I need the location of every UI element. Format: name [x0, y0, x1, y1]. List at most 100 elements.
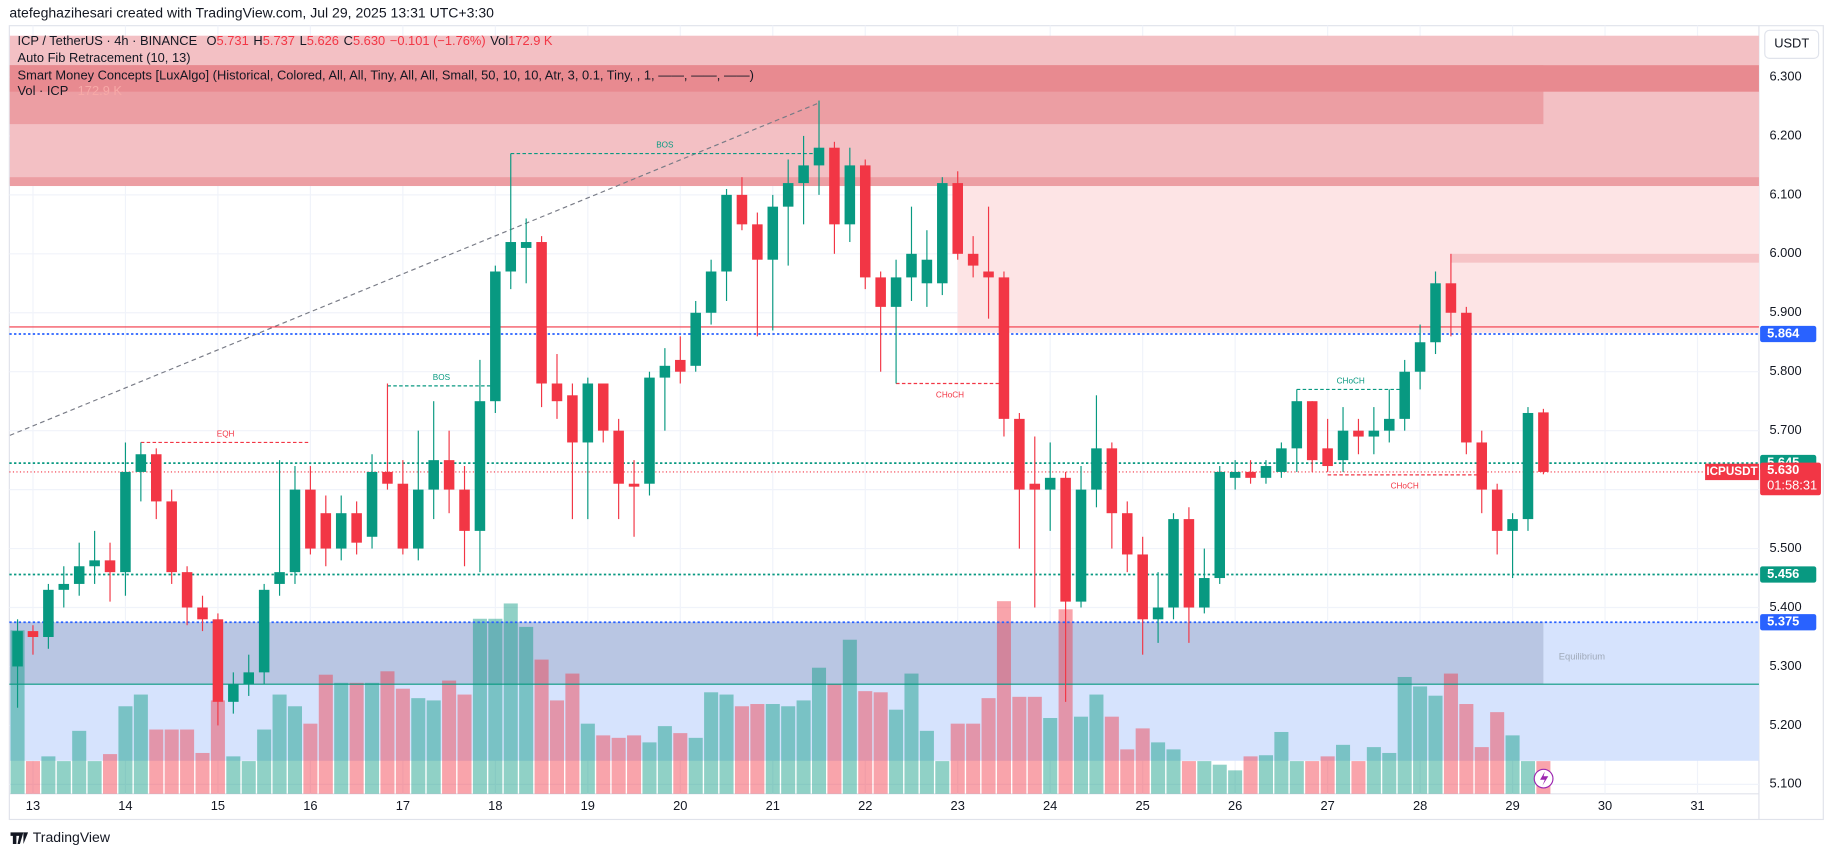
volume-bar: [1520, 761, 1536, 794]
volume-bar: [226, 756, 241, 794]
candle-body: [967, 253, 979, 266]
volume-bar: [688, 737, 703, 794]
candle-body: [1106, 448, 1118, 514]
volume-bar: [1305, 761, 1320, 794]
level-label-bg: [1760, 566, 1817, 583]
x-tick-label: 19: [581, 798, 595, 813]
volume-bar: [1474, 747, 1489, 794]
candle-body: [597, 383, 609, 431]
x-tick-label: 24: [1043, 798, 1057, 813]
symbol-label-bg: [1705, 463, 1759, 481]
candle-body: [1445, 283, 1457, 313]
volume-bar: [611, 737, 626, 794]
x-tick-label: 14: [118, 798, 132, 813]
volume-bar: [395, 688, 410, 794]
volume-bar: [1397, 676, 1412, 794]
zone: [9, 622, 1544, 685]
volume-bar: [25, 761, 40, 794]
candle-body: [459, 489, 470, 531]
candle-body: [58, 583, 70, 590]
candle-body: [906, 253, 917, 278]
volume-bar: [1382, 752, 1397, 794]
candle-body: [228, 684, 239, 702]
candle-body: [1229, 471, 1241, 478]
candle-body: [1306, 401, 1318, 461]
volume-bar: [442, 680, 457, 794]
candle-body: [490, 271, 501, 402]
level-label-bg: [1760, 614, 1817, 631]
vol-value: 172.9 K: [508, 33, 553, 48]
volume-bar: [627, 735, 642, 794]
fib-line: [9, 102, 820, 436]
volume-bar: [966, 723, 981, 794]
volume-bar: [195, 752, 210, 794]
x-tick-label: 22: [858, 798, 872, 813]
candle-body: [1276, 448, 1287, 472]
volume-bar: [1320, 756, 1335, 794]
candle-body: [151, 454, 162, 502]
candle-body: [1322, 448, 1333, 467]
volume-bar: [1212, 764, 1227, 794]
candle-body: [382, 471, 393, 484]
h-label: H: [253, 33, 262, 48]
volume-bar: [657, 726, 672, 794]
candle-body: [813, 147, 825, 166]
structure-label: CHoCH: [936, 390, 964, 399]
candle-body: [875, 277, 886, 307]
axes: 5.1005.2005.3005.4005.5005.6005.7005.800…: [26, 68, 1821, 813]
candle-body: [983, 271, 994, 278]
candle-body: [289, 489, 301, 573]
y-tick-label: 5.300: [1769, 658, 1801, 673]
level-label: 5.456: [1767, 566, 1799, 581]
candle-body: [1461, 312, 1472, 443]
vol-indicator-value: 172.9 K: [78, 84, 123, 99]
candle-body: [1183, 519, 1195, 608]
volume-bar: [765, 704, 780, 794]
candle-body: [258, 589, 270, 673]
candle-body: [12, 631, 23, 667]
volume-bar: [1197, 761, 1212, 794]
volume-bar: [950, 723, 965, 794]
countdown: 01:58:31: [1767, 477, 1817, 492]
candle-body: [197, 607, 208, 620]
current-price-label: 5.630: [1767, 462, 1799, 477]
volume-bar: [1012, 696, 1027, 794]
y-tick-label: 6.200: [1769, 127, 1801, 142]
volume-bar: [503, 603, 518, 794]
volume-bar: [519, 626, 534, 794]
volume-bar: [1274, 731, 1289, 794]
alert-bolt: [1540, 771, 1549, 786]
currency-button[interactable]: [1764, 29, 1820, 59]
volume-bar: [919, 730, 934, 794]
volume-bar: [1289, 761, 1304, 794]
candle-body: [135, 454, 147, 472]
candle-body: [335, 513, 347, 549]
volume-bar: [842, 639, 857, 794]
structure-label: EQH: [217, 429, 235, 438]
volume-bar: [1366, 747, 1381, 794]
candle-body: [474, 401, 486, 531]
volume-bar: [549, 700, 565, 794]
candles: [12, 100, 1549, 726]
x-tick-label: 16: [303, 798, 317, 813]
candle-body: [767, 206, 779, 260]
candle-body: [320, 513, 332, 549]
candle-body: [890, 277, 902, 307]
volume-bar: [1428, 695, 1443, 794]
candle-body: [567, 395, 578, 443]
zone: [9, 65, 1759, 92]
volume-bar: [426, 700, 441, 794]
volume-bar: [133, 694, 148, 794]
volume-bar: [1459, 704, 1474, 794]
volume-bar: [1443, 673, 1458, 794]
candle-body: [1414, 342, 1426, 372]
o-label: O: [207, 33, 217, 48]
symbol-label: ICPUSDT: [1706, 465, 1757, 478]
y-tick-label: 6.300: [1769, 68, 1801, 83]
candle-body: [443, 460, 455, 490]
candle-body: [351, 513, 362, 543]
candle-body: [1121, 513, 1133, 555]
volume-bar: [1351, 761, 1366, 794]
volume-bar: [164, 729, 179, 794]
